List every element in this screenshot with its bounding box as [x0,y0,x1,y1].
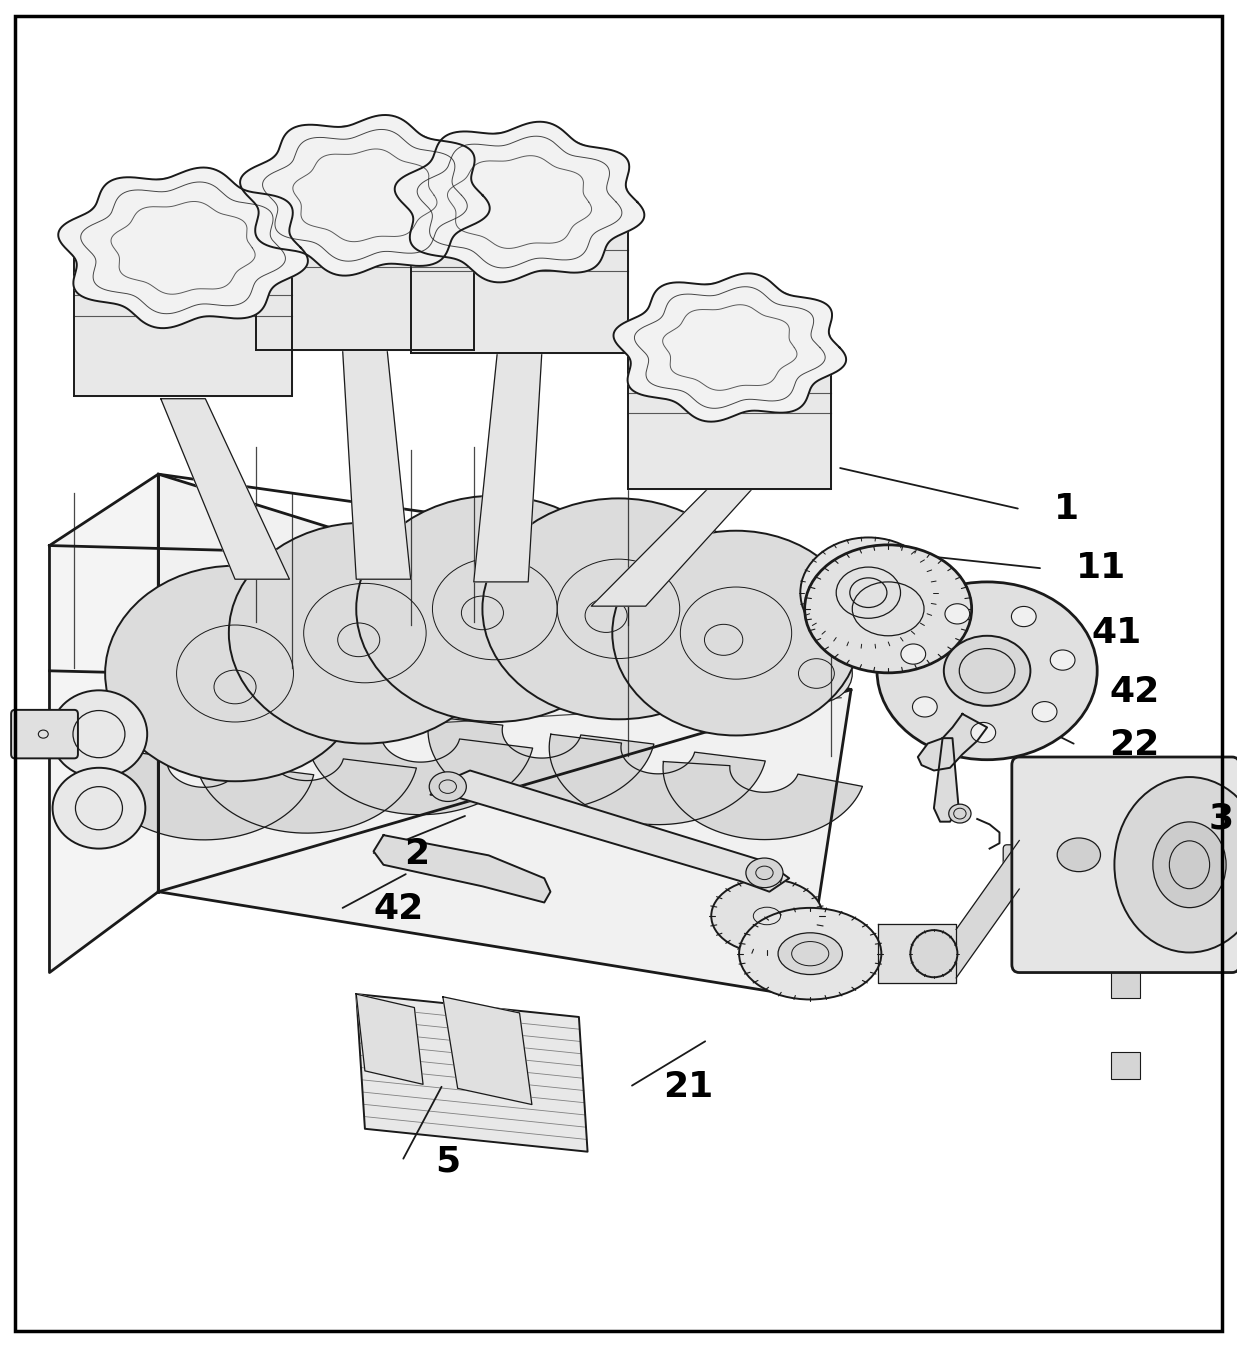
Polygon shape [918,714,987,770]
Polygon shape [241,114,490,276]
Polygon shape [430,770,789,892]
Polygon shape [428,717,653,811]
Polygon shape [614,273,846,422]
Ellipse shape [739,908,882,999]
Ellipse shape [229,523,501,744]
Ellipse shape [1050,651,1075,671]
Ellipse shape [780,644,852,703]
Polygon shape [474,353,542,582]
Bar [1111,890,1141,917]
Text: 3: 3 [1209,801,1234,836]
Polygon shape [394,121,645,283]
Ellipse shape [1153,822,1226,908]
Ellipse shape [564,582,649,649]
Ellipse shape [877,582,1097,760]
Polygon shape [161,399,289,579]
Ellipse shape [1012,606,1037,626]
Ellipse shape [613,531,859,735]
Ellipse shape [74,178,291,318]
Ellipse shape [945,603,970,624]
Ellipse shape [971,722,996,742]
Polygon shape [663,761,863,839]
Ellipse shape [1032,702,1056,722]
Polygon shape [58,167,308,329]
Polygon shape [356,994,423,1084]
Polygon shape [549,734,765,824]
Polygon shape [196,741,417,832]
Text: 42: 42 [373,892,424,927]
Polygon shape [342,350,410,579]
Polygon shape [306,721,533,815]
Ellipse shape [901,644,925,664]
Text: 42: 42 [1110,675,1159,710]
Ellipse shape [746,858,782,888]
Polygon shape [956,841,1019,978]
Ellipse shape [255,125,474,265]
Ellipse shape [356,496,634,722]
Ellipse shape [949,804,971,823]
Ellipse shape [52,768,145,849]
Text: 5: 5 [435,1144,460,1179]
Polygon shape [74,248,291,396]
Ellipse shape [910,931,957,978]
Text: 22: 22 [1110,727,1159,762]
Polygon shape [934,738,959,822]
Polygon shape [50,474,159,973]
Ellipse shape [316,606,401,674]
Ellipse shape [440,579,525,647]
FancyBboxPatch shape [1003,845,1035,885]
Polygon shape [443,997,532,1105]
Text: 11: 11 [1076,551,1126,586]
Polygon shape [373,835,551,902]
Bar [1111,971,1141,998]
Text: 41: 41 [1091,616,1141,651]
Ellipse shape [944,636,1030,706]
Ellipse shape [629,283,831,412]
FancyBboxPatch shape [1012,757,1240,973]
Ellipse shape [712,878,822,954]
Polygon shape [255,195,474,350]
Polygon shape [629,348,831,489]
Polygon shape [159,474,851,997]
Bar [1111,1052,1141,1079]
Ellipse shape [69,691,141,750]
Ellipse shape [429,772,466,801]
Polygon shape [591,489,753,606]
Ellipse shape [777,933,842,975]
Polygon shape [93,748,314,839]
Ellipse shape [800,537,936,648]
Ellipse shape [410,132,629,272]
Ellipse shape [805,544,972,672]
Text: 1: 1 [1054,492,1079,527]
Ellipse shape [482,498,755,719]
Ellipse shape [105,566,365,781]
Polygon shape [410,202,629,353]
FancyBboxPatch shape [11,710,78,758]
Ellipse shape [686,609,761,671]
Polygon shape [878,924,956,983]
Ellipse shape [193,653,277,721]
Ellipse shape [913,696,937,717]
Ellipse shape [1058,838,1100,872]
Text: 2: 2 [404,836,429,872]
Polygon shape [356,994,588,1152]
Text: 21: 21 [663,1070,713,1105]
Ellipse shape [1115,777,1240,952]
Ellipse shape [51,690,148,779]
